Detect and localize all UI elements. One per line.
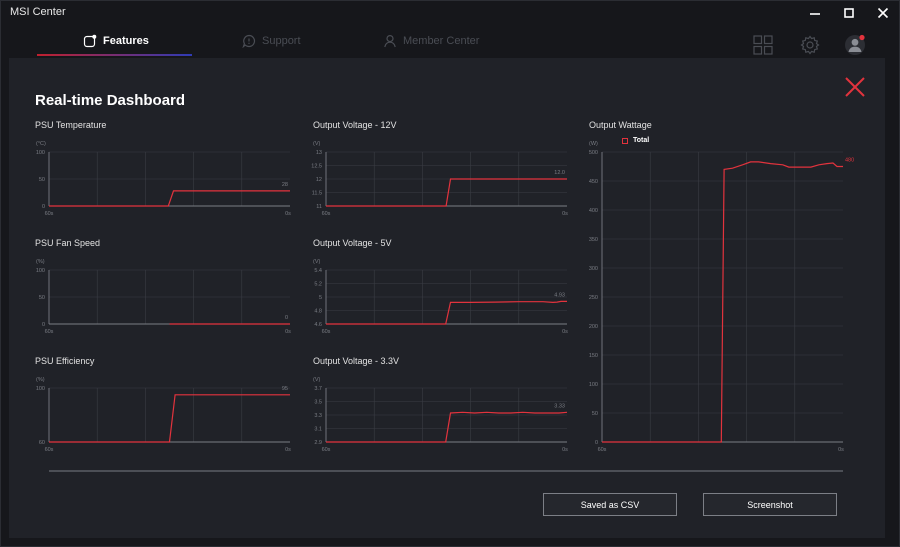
tab-label: Member Center: [403, 35, 480, 47]
screenshot-button[interactable]: Screenshot: [703, 493, 837, 516]
title-bar: MSI Center: [1, 1, 899, 25]
chart-title-psu-temperature: PSU Temperature: [35, 120, 107, 130]
legend-label: Total: [633, 137, 650, 144]
timeline-scrollbar[interactable]: [49, 470, 843, 472]
chart-title-output-voltage-12v: Output Voltage - 12V: [313, 120, 397, 130]
save-as-csv-button[interactable]: Saved as CSV: [543, 493, 677, 516]
legend-swatch: [622, 137, 628, 144]
tab-label: Features: [103, 35, 149, 47]
close-panel-icon[interactable]: [844, 76, 866, 98]
gear-icon[interactable]: [799, 34, 821, 56]
top-navigation: Features Support Member Center: [1, 25, 899, 59]
support-icon: [242, 34, 256, 48]
member-center-icon: [384, 34, 396, 48]
tab-support[interactable]: Support: [242, 25, 301, 57]
tab-member-center[interactable]: Member Center: [383, 25, 479, 57]
maximize-icon[interactable]: [841, 5, 857, 21]
features-icon: [83, 34, 97, 48]
app-title: MSI Center: [10, 6, 66, 18]
grid-icon[interactable]: [752, 34, 774, 56]
chart-title-psu-fan-speed: PSU Fan Speed: [35, 238, 101, 248]
chart-title-output-wattage: Output Wattage: [589, 120, 652, 130]
close-icon[interactable]: [875, 5, 891, 21]
active-tab-indicator: [37, 54, 192, 56]
dashboard-panel: [9, 58, 885, 538]
chart-legend: Total: [622, 137, 649, 144]
tab-features[interactable]: Features: [83, 25, 149, 57]
minimize-icon[interactable]: [807, 5, 823, 21]
page-title: Real-time Dashboard: [35, 92, 186, 109]
chart-title-output-voltage-3v3: Output Voltage - 3.3V: [313, 356, 400, 366]
chart-title-psu-efficiency: PSU Efficiency: [35, 356, 95, 366]
tab-label: Support: [262, 35, 301, 47]
avatar-icon[interactable]: [844, 34, 866, 56]
chart-title-output-voltage-5v: Output Voltage - 5V: [313, 238, 392, 248]
